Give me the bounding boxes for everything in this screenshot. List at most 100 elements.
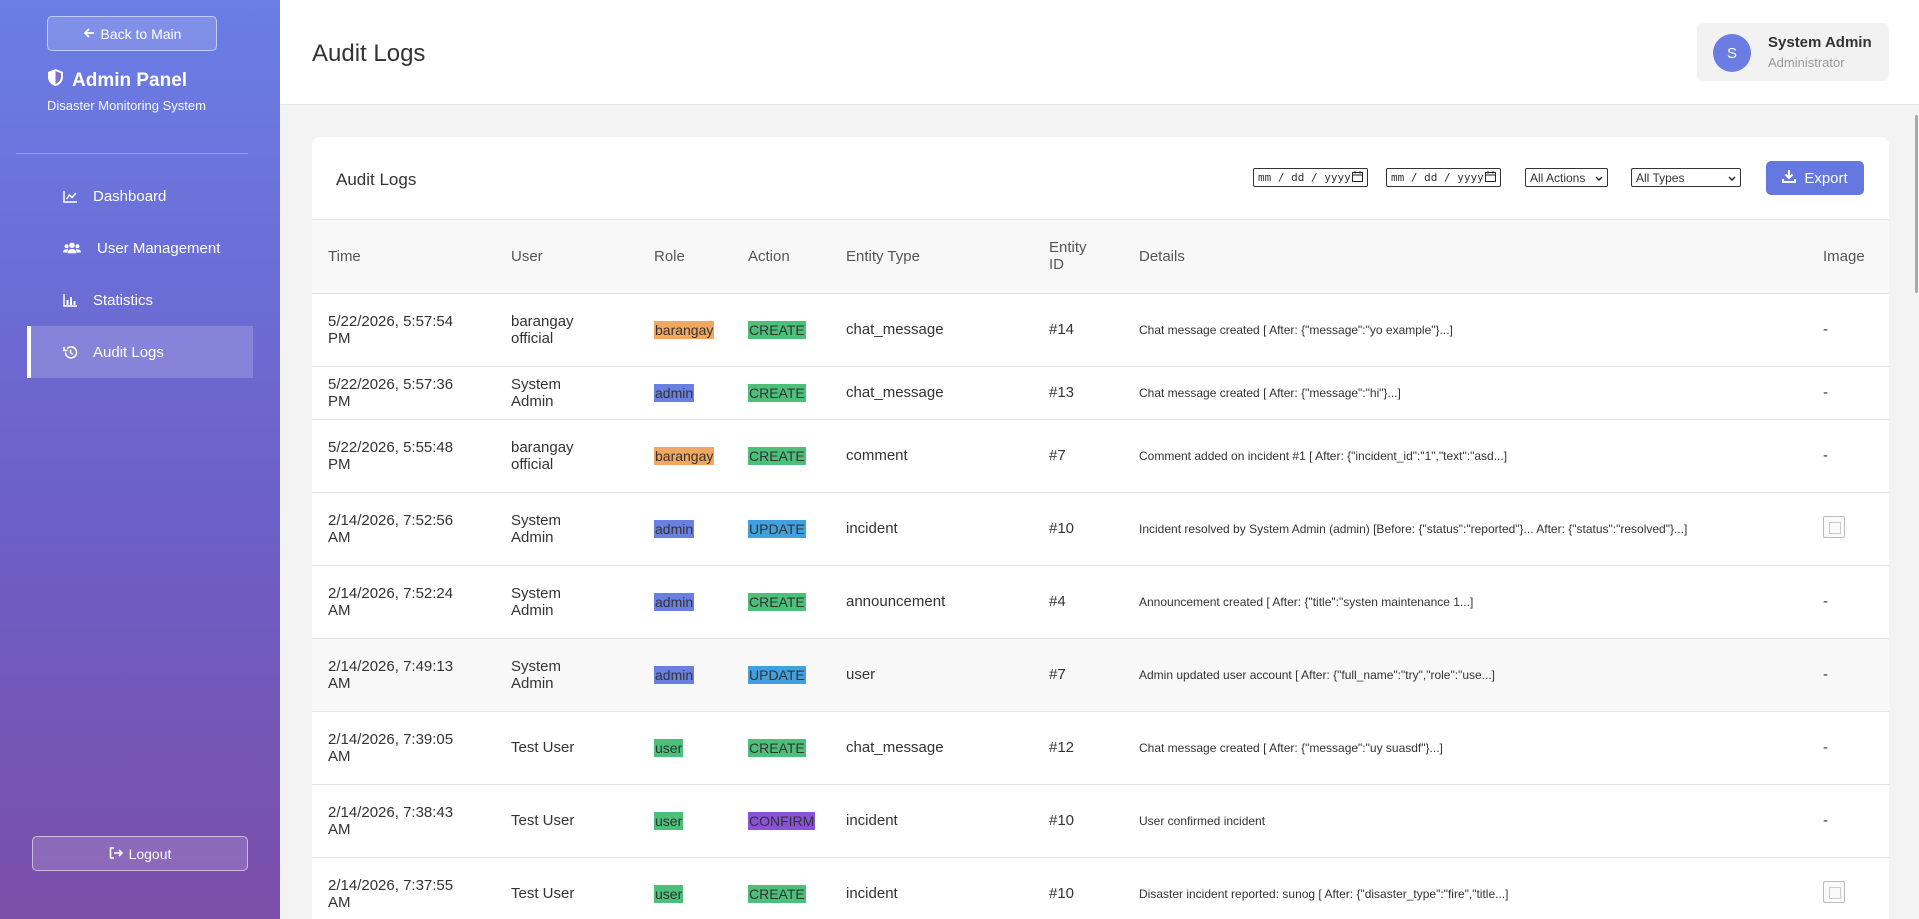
details-cell: Admin updated user account [ After: {"fu… xyxy=(1123,638,1807,712)
image-cell xyxy=(1807,857,1889,919)
entity-id-cell: #14 xyxy=(1033,293,1123,367)
column-header-entity-id[interactable]: Entity ID xyxy=(1033,220,1123,294)
chart-line-icon xyxy=(63,190,81,203)
export-label: Export xyxy=(1804,169,1848,187)
user-profile-card[interactable]: S System Admin Administrator xyxy=(1697,23,1889,81)
user-cell: Test User xyxy=(495,711,638,785)
back-to-main-button[interactable]: Back to Main xyxy=(47,16,217,51)
column-header-time[interactable]: Time xyxy=(312,220,495,294)
brand-title: Admin Panel xyxy=(72,69,188,91)
action-badge: CREATE xyxy=(748,592,806,611)
logout-button[interactable]: Logout xyxy=(32,836,248,871)
table-row[interactable]: 5/22/2026, 5:55:48 PM barangay official ba… xyxy=(312,419,1889,493)
table-row[interactable]: 2/14/2026, 7:52:56 AM System Admin admin UP… xyxy=(312,492,1889,566)
column-header-entity-type[interactable]: Entity Type xyxy=(830,220,1033,294)
sidebar-item-user-management[interactable]: User Management xyxy=(27,222,253,274)
entity-id-cell: #7 xyxy=(1033,638,1123,712)
action-cell: CREATE xyxy=(732,419,830,493)
table-row[interactable]: 2/14/2026, 7:49:13 AM System Admin admin UP… xyxy=(312,638,1889,712)
shield-icon xyxy=(47,68,64,93)
logout-label: Logout xyxy=(128,845,172,862)
entity-type-cell: chat_message xyxy=(830,366,1033,420)
column-header-details[interactable]: Details xyxy=(1123,220,1807,294)
table-row[interactable]: 5/22/2026, 5:57:54 PM barangay official ba… xyxy=(312,293,1889,367)
column-header-image[interactable]: Image xyxy=(1807,220,1889,294)
action-cell: CREATE xyxy=(732,366,830,420)
back-to-main-label: Back to Main xyxy=(100,25,182,42)
table-row[interactable]: 2/14/2026, 7:37:55 AM Test User user CREATE… xyxy=(312,857,1889,919)
users-icon xyxy=(63,241,81,255)
details-cell: User confirmed incident xyxy=(1123,784,1807,858)
sign-out-icon xyxy=(109,846,123,862)
card-title: Audit Logs xyxy=(336,170,417,189)
image-cell: - xyxy=(1807,293,1889,367)
audit-logs-card: Audit Logs mm / dd / yyyy mm / dd / yyyy… xyxy=(312,137,1889,919)
role-cell: admin xyxy=(638,565,732,639)
table-row[interactable]: 2/14/2026, 7:38:43 AM Test User user CONFIR… xyxy=(312,784,1889,858)
top-bar: Audit Logs S System Admin Administrator xyxy=(280,0,1919,105)
sidebar-item-dashboard[interactable]: Dashboard xyxy=(27,170,253,222)
brand: Admin Panel Disaster Monitoring System xyxy=(47,68,206,113)
image-cell: - xyxy=(1807,419,1889,493)
action-badge: CREATE xyxy=(748,884,806,903)
role-badge: admin xyxy=(654,665,695,684)
role-cell: user xyxy=(638,857,732,919)
entity-type-cell: chat_message xyxy=(830,293,1033,367)
entity-type-cell: incident xyxy=(830,784,1033,858)
entity-id-cell: #4 xyxy=(1033,565,1123,639)
entity-id-cell: #7 xyxy=(1033,419,1123,493)
sidebar: Back to Main Admin Panel Disaster Monito… xyxy=(0,0,280,919)
date-to-input[interactable]: mm / dd / yyyy xyxy=(1386,168,1501,187)
sidebar-item-audit-logs[interactable]: Audit Logs xyxy=(27,326,253,378)
page-scrollbar-thumb[interactable] xyxy=(1915,115,1918,293)
action-filter-select[interactable]: All Actions xyxy=(1525,168,1608,187)
action-cell: CONFIRM xyxy=(732,784,830,858)
no-image-text: - xyxy=(1823,812,1828,829)
type-filter-value: All Types xyxy=(1636,170,1685,185)
no-image-text: - xyxy=(1823,666,1828,683)
role-cell: admin xyxy=(638,366,732,420)
action-cell: CREATE xyxy=(732,857,830,919)
user-cell: Test User xyxy=(495,857,638,919)
sidebar-item-label: Audit Logs xyxy=(93,343,164,361)
action-cell: CREATE xyxy=(732,711,830,785)
action-badge: CONFIRM xyxy=(748,811,816,830)
type-filter-select[interactable]: All Types xyxy=(1631,168,1741,187)
no-image-text: - xyxy=(1823,593,1828,610)
chevron-down-icon xyxy=(1595,171,1603,185)
entity-id-cell: #10 xyxy=(1033,784,1123,858)
sidebar-nav: Dashboard User Management Statistics Aud… xyxy=(27,170,253,378)
time-cell: 2/14/2026, 7:39:05 AM xyxy=(312,711,495,785)
time-cell: 2/14/2026, 7:52:56 AM xyxy=(312,492,495,566)
avatar: S xyxy=(1713,34,1751,72)
role-badge: barangay xyxy=(654,446,715,465)
audit-log-table: Time User Role Action Entity Type Entity… xyxy=(312,220,1889,919)
action-cell: CREATE xyxy=(732,293,830,367)
user-cell: System Admin xyxy=(495,565,638,639)
page-scrollbar[interactable] xyxy=(1911,105,1919,919)
table-row[interactable]: 2/14/2026, 7:39:05 AM Test User user CREATE… xyxy=(312,711,1889,785)
details-cell: Chat message created [ After: {"message"… xyxy=(1123,711,1807,785)
action-badge: UPDATE xyxy=(748,665,806,684)
export-button[interactable]: Export xyxy=(1766,161,1864,195)
action-badge: CREATE xyxy=(748,446,806,465)
table-row[interactable]: 2/14/2026, 7:52:24 AM System Admin admin CR… xyxy=(312,565,1889,639)
details-cell: Disaster incident reported: sunog [ Afte… xyxy=(1123,857,1807,919)
image-thumbnail-icon[interactable] xyxy=(1823,880,1845,903)
column-header-user[interactable]: User xyxy=(495,220,638,294)
column-header-action[interactable]: Action xyxy=(732,220,830,294)
image-thumbnail-icon[interactable] xyxy=(1823,515,1845,538)
action-badge: CREATE xyxy=(748,738,806,757)
user-cell: Test User xyxy=(495,784,638,858)
bar-chart-icon xyxy=(63,293,81,307)
column-header-role[interactable]: Role xyxy=(638,220,732,294)
sidebar-item-statistics[interactable]: Statistics xyxy=(27,274,253,326)
details-cell: Chat message created [ After: {"message"… xyxy=(1123,366,1807,420)
details-cell: Chat message created [ After: {"message"… xyxy=(1123,293,1807,367)
date-to-placeholder: mm / dd / yyyy xyxy=(1391,171,1484,184)
user-role: Administrator xyxy=(1768,55,1845,70)
page-title: Audit Logs xyxy=(312,40,426,67)
entity-type-cell: incident xyxy=(830,492,1033,566)
table-row[interactable]: 5/22/2026, 5:57:36 PM System Admin admin CR… xyxy=(312,366,1889,420)
date-from-input[interactable]: mm / dd / yyyy xyxy=(1253,168,1368,187)
